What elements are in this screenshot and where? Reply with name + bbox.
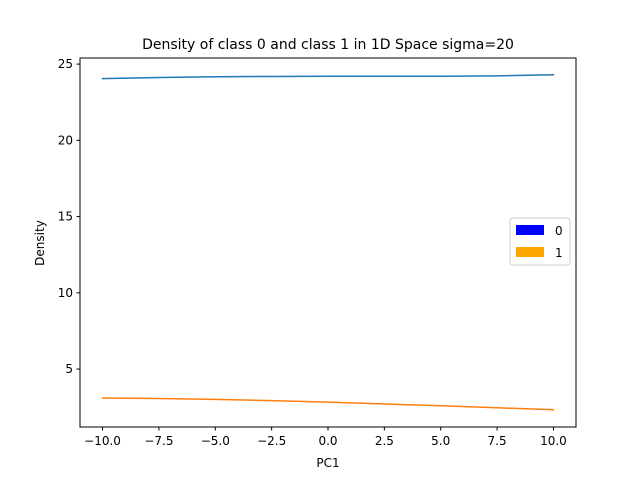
chart-title: Density of class 0 and class 1 in 1D Spa…	[142, 37, 514, 53]
legend-swatch-class-1	[516, 247, 544, 257]
x-tick-label: 10.0	[540, 434, 567, 448]
y-tick-label: 15	[58, 210, 73, 224]
x-tick-label: −2.5	[257, 434, 286, 448]
legend: 0 1	[509, 217, 571, 266]
legend-swatch-class-0	[516, 225, 544, 235]
axes-frame	[79, 57, 577, 428]
y-tick-label: 20	[58, 133, 73, 147]
axis-ticks: −10.0 −7.5 −5.0 −2.5 0.0 2.5 5.0 7.5 10.05101520…	[58, 57, 567, 448]
series-line-class-0	[101, 74, 555, 80]
x-tick-label: 2.5	[375, 434, 394, 448]
x-tick-label: −10.0	[84, 434, 121, 448]
series-line-class-1	[101, 397, 555, 411]
legend-label-class-0: 0	[555, 224, 563, 238]
x-tick-label: 7.5	[488, 434, 507, 448]
y-tick-label: 5	[65, 362, 73, 376]
x-tick-label: 5.0	[431, 434, 450, 448]
x-tick-label: −5.0	[201, 434, 230, 448]
y-tick-label: 25	[58, 57, 73, 71]
y-axis-label: Density	[33, 220, 47, 266]
plot-area	[101, 74, 555, 411]
x-tick-label: −7.5	[144, 434, 173, 448]
x-tick-label: 0.0	[318, 434, 337, 448]
y-tick-label: 10	[58, 286, 73, 300]
x-axis-label: PC1	[316, 456, 339, 470]
legend-label-class-1: 1	[555, 246, 563, 260]
